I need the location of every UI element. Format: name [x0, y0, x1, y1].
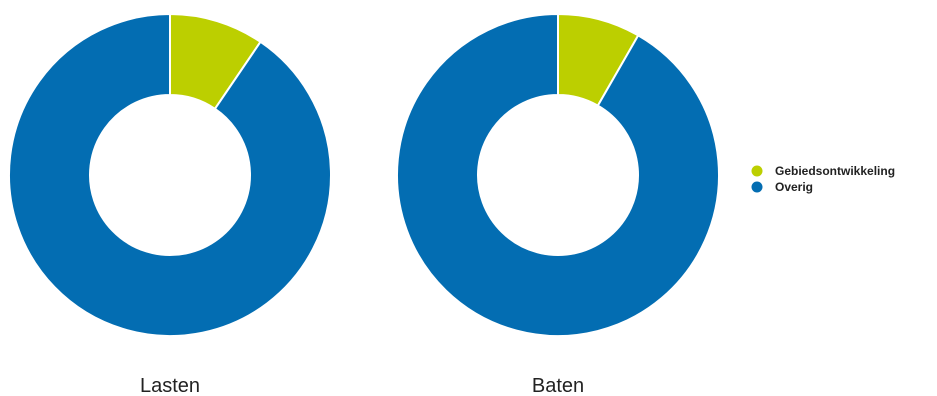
legend-marker-overig: [751, 181, 763, 193]
chart-label-lasten: Lasten: [140, 375, 200, 396]
slice-baten-overig: [396, 13, 720, 337]
legend-label-overig: Overig: [775, 180, 813, 194]
slice-lasten-overig: [8, 13, 332, 337]
donut-chart-lasten: [8, 13, 332, 337]
legend-label-gebiedsontwikkeling: Gebiedsontwikkeling: [775, 164, 895, 178]
legend: Gebiedsontwikkeling Overig: [751, 164, 895, 194]
donut-chart-baten: [396, 13, 720, 337]
legend-marker-gebiedsontwikkeling: [751, 165, 763, 177]
chart-label-baten: Baten: [532, 375, 584, 396]
